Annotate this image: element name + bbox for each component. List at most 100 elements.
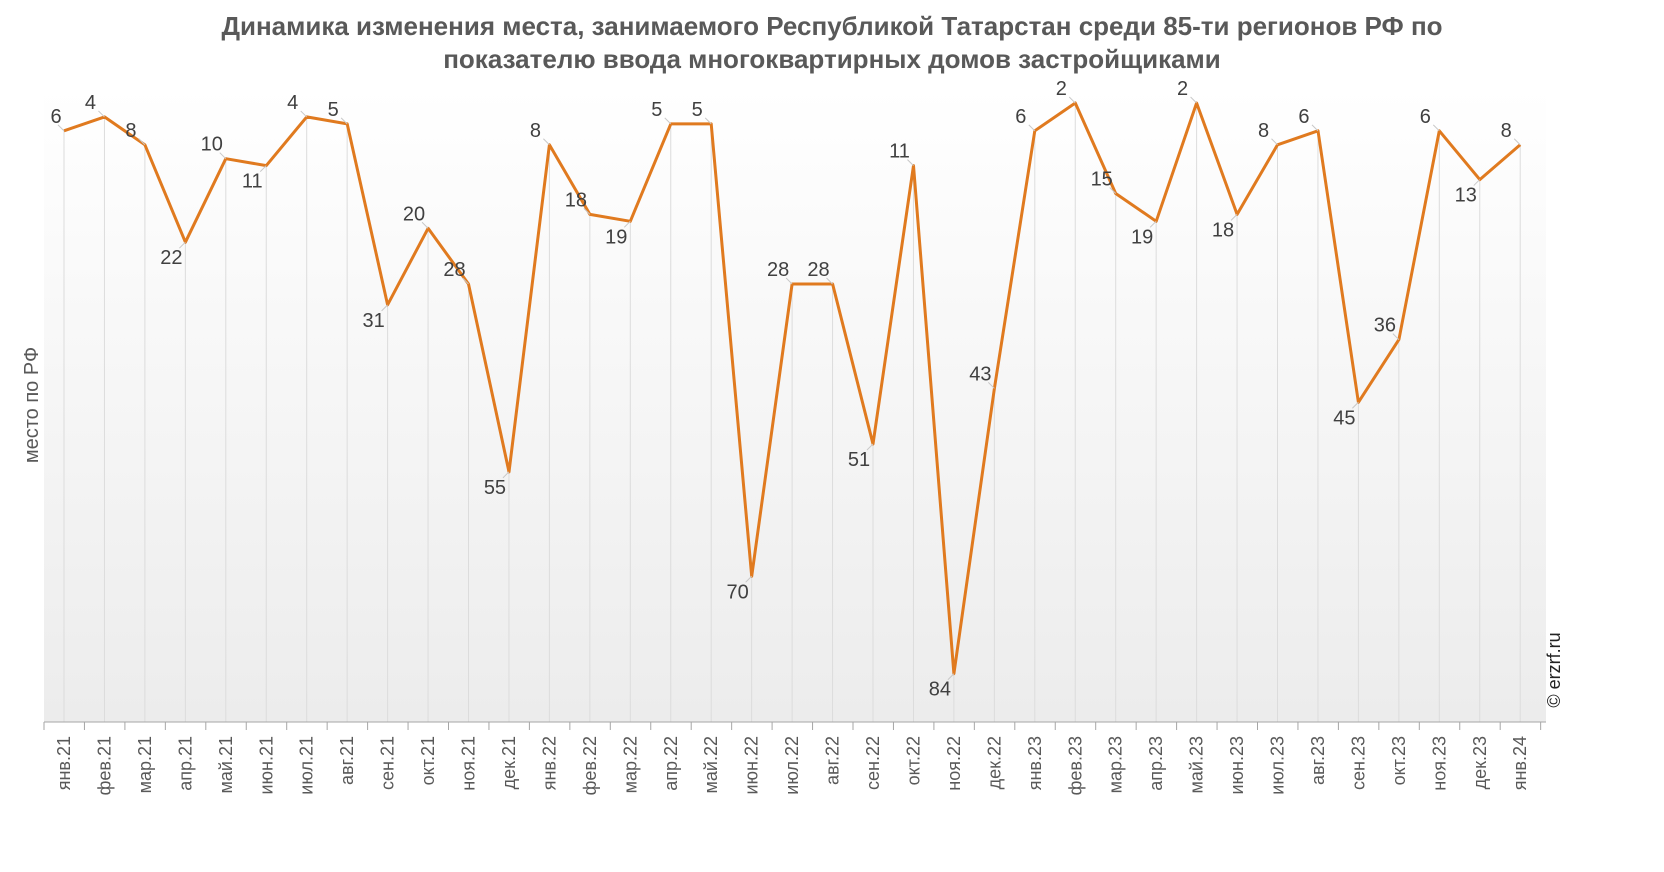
label-leader-line bbox=[502, 471, 510, 479]
data-label: 28 bbox=[443, 259, 465, 281]
x-tick-label: апр.21 bbox=[175, 736, 195, 791]
chart-title-line-2: показателю ввода многоквартирных домов з… bbox=[443, 44, 1221, 74]
x-tick-label: фев.22 bbox=[580, 736, 600, 795]
label-leader-line bbox=[623, 220, 631, 228]
label-leader-line bbox=[1230, 214, 1238, 221]
label-leader-line bbox=[219, 152, 227, 160]
data-label: 18 bbox=[565, 189, 587, 211]
data-label: 5 bbox=[328, 99, 339, 121]
label-leader-line bbox=[1190, 96, 1197, 104]
x-tick-label: июн.22 bbox=[742, 736, 762, 795]
data-label: 55 bbox=[484, 477, 506, 499]
label-leader-line bbox=[259, 165, 267, 172]
x-tick-label: ноя.22 bbox=[944, 736, 964, 791]
y-axis-label: место по РФ bbox=[21, 347, 43, 463]
label-leader-line bbox=[826, 277, 833, 285]
label-leader-line bbox=[543, 138, 550, 146]
data-label: 8 bbox=[1258, 120, 1269, 142]
label-leader-line bbox=[178, 241, 186, 249]
data-label: 31 bbox=[362, 310, 384, 332]
label-leader-line bbox=[947, 673, 955, 681]
data-label: 6 bbox=[1420, 106, 1431, 128]
data-label: 5 bbox=[651, 99, 662, 121]
label-leader-line bbox=[987, 382, 995, 389]
x-tick-label: дек.23 bbox=[1470, 736, 1490, 789]
x-tick-label: сен.22 bbox=[863, 736, 883, 790]
x-tick-label: янв.22 bbox=[539, 736, 559, 790]
grid-lines bbox=[63, 103, 1521, 722]
label-leader-line bbox=[1392, 333, 1400, 340]
label-leader-line bbox=[421, 221, 429, 229]
x-tick-label: май.21 bbox=[216, 736, 236, 793]
x-tick-label: ноя.21 bbox=[459, 736, 479, 791]
data-label: 36 bbox=[1374, 315, 1396, 337]
data-label: 4 bbox=[287, 92, 298, 114]
data-label: 6 bbox=[1015, 106, 1026, 128]
data-label: 8 bbox=[125, 120, 136, 142]
data-label: 22 bbox=[160, 247, 182, 269]
data-label: 84 bbox=[929, 679, 951, 701]
chart-title-line-1: Динамика изменения места, занимаемого Ре… bbox=[221, 11, 1443, 41]
label-leader-line bbox=[583, 208, 591, 215]
data-label: 28 bbox=[807, 259, 829, 281]
data-label: 15 bbox=[1091, 168, 1113, 190]
x-tick-label: окт.22 bbox=[903, 736, 923, 785]
label-leader-line bbox=[1109, 187, 1117, 194]
x-tick-label: окт.21 bbox=[418, 736, 438, 785]
x-tick-label: янв.21 bbox=[54, 736, 74, 790]
data-label: 11 bbox=[242, 171, 263, 193]
label-leader-line bbox=[1513, 138, 1521, 146]
x-tick-label: мар.21 bbox=[135, 736, 155, 793]
data-label: 5 bbox=[692, 99, 703, 121]
x-tick-label: окт.23 bbox=[1389, 736, 1409, 785]
data-label: 11 bbox=[889, 141, 910, 163]
label-leader-line bbox=[98, 110, 105, 118]
data-label: 8 bbox=[1501, 120, 1512, 142]
data-label: 8 bbox=[530, 120, 541, 142]
label-leader-line bbox=[381, 304, 388, 312]
x-tick-label: апр.23 bbox=[1146, 736, 1166, 791]
data-label: 6 bbox=[50, 106, 61, 128]
label-leader-line bbox=[704, 117, 712, 125]
plot-area bbox=[44, 88, 1546, 722]
x-tick-label: янв.24 bbox=[1510, 736, 1530, 790]
x-tick-label: июн.21 bbox=[256, 736, 276, 795]
x-tick-label: сен.21 bbox=[378, 736, 398, 790]
x-tick-label: апр.22 bbox=[661, 736, 681, 791]
label-leader-line bbox=[1352, 401, 1359, 409]
x-tick-label: июн.23 bbox=[1227, 736, 1247, 795]
label-leader-line bbox=[664, 117, 672, 125]
x-tick-label: фев.21 bbox=[94, 736, 114, 795]
x-tick-marks bbox=[43, 722, 1542, 730]
label-leader-line bbox=[1311, 124, 1319, 132]
label-leader-line bbox=[785, 277, 793, 285]
label-leader-line bbox=[907, 159, 914, 166]
x-tick-label: май.23 bbox=[1187, 736, 1207, 793]
x-tick-label: авг.23 bbox=[1308, 736, 1328, 785]
x-tick-label: мар.22 bbox=[620, 736, 640, 793]
data-label: 43 bbox=[969, 363, 991, 385]
data-label: 6 bbox=[1298, 106, 1309, 128]
label-leader-line bbox=[1149, 220, 1157, 228]
label-leader-line bbox=[138, 138, 146, 146]
x-tick-label: июл.23 bbox=[1268, 736, 1288, 795]
data-label: 13 bbox=[1455, 185, 1477, 207]
x-tick-label: июл.21 bbox=[297, 736, 317, 795]
x-tick-label: мар.23 bbox=[1106, 736, 1126, 793]
label-leader-line bbox=[57, 124, 65, 132]
label-leader-line bbox=[300, 110, 308, 118]
label-leader-line bbox=[462, 277, 469, 285]
x-tick-label: сен.23 bbox=[1348, 736, 1368, 790]
label-leader-line bbox=[1473, 179, 1481, 186]
chart-title: Динамика изменения места, занимаемого Ре… bbox=[0, 10, 1664, 76]
label-leader-lines bbox=[57, 96, 1521, 681]
data-label: 20 bbox=[403, 203, 425, 225]
data-label: 51 bbox=[848, 449, 870, 471]
x-tick-label: май.22 bbox=[701, 736, 721, 793]
x-tick-label: дек.22 bbox=[984, 736, 1004, 789]
label-leader-line bbox=[866, 443, 874, 451]
x-tick-label: янв.23 bbox=[1025, 736, 1045, 790]
data-label: 2 bbox=[1056, 78, 1067, 100]
